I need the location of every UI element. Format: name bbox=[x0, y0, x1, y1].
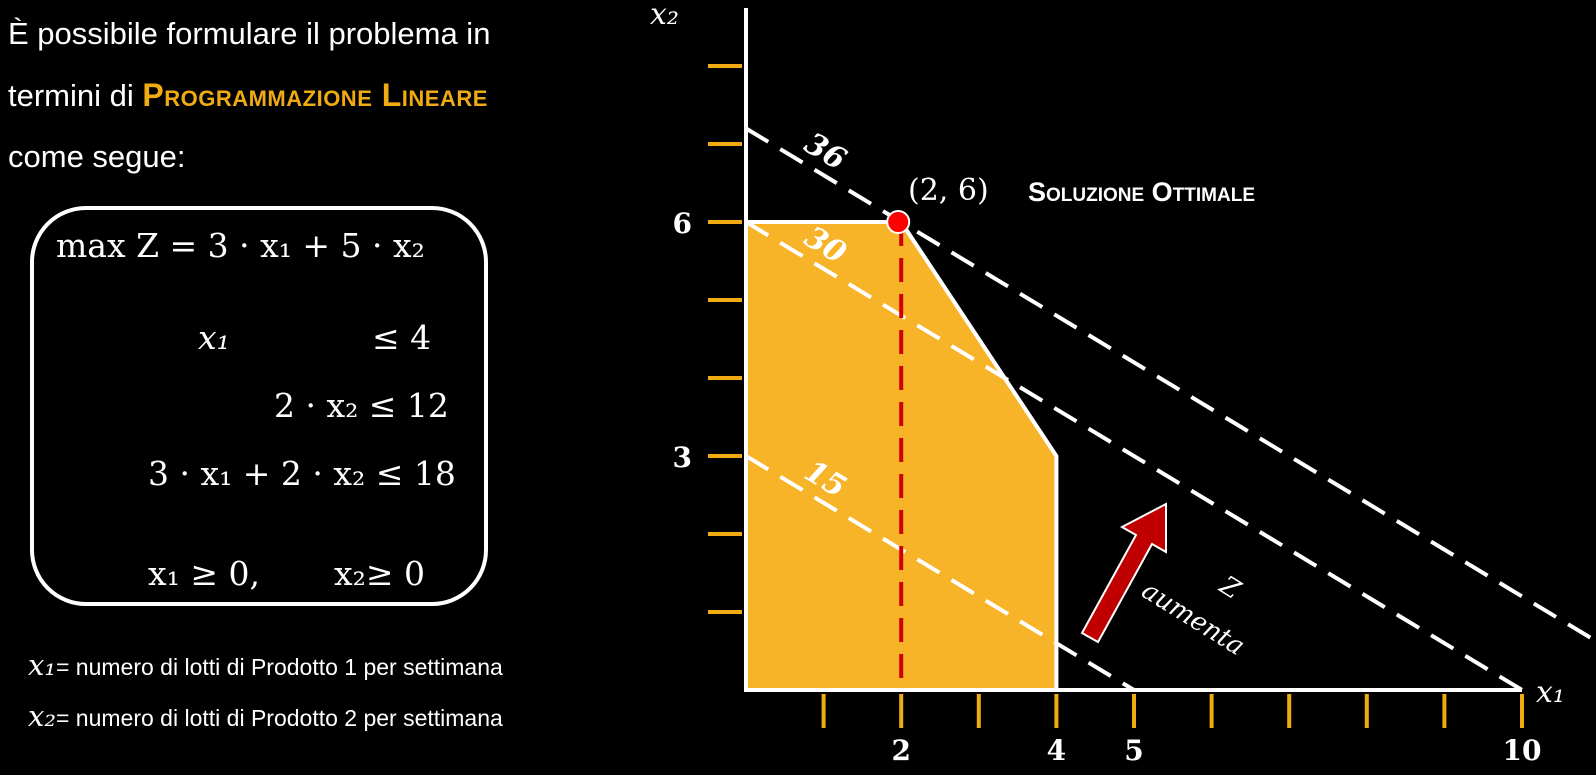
iso-profit-label: 36 bbox=[798, 126, 852, 178]
nonnegativity-x2: x₂≥ 0 bbox=[334, 554, 425, 593]
y-tick-label: 6 bbox=[673, 207, 692, 240]
constraint-3: 3 · x₁ + 2 · x₂ ≤ 18 bbox=[148, 454, 456, 493]
iso-profit-line-30 bbox=[748, 220, 1524, 692]
constraint-2: 2 · x₂ ≤ 12 bbox=[274, 386, 449, 425]
x-tick-label: 5 bbox=[1124, 734, 1143, 767]
constraint-1-lhs-var: x₁ bbox=[198, 318, 230, 357]
z-label: Z bbox=[1213, 570, 1246, 606]
y-axis-label: x₂ bbox=[650, 0, 679, 32]
nonnegativity-x1: x₁ ≥ 0, bbox=[148, 554, 260, 593]
legend-x2-variable: x₂ bbox=[28, 699, 56, 733]
intro-line-2-prefix: termini di bbox=[8, 78, 143, 113]
legend-x1: x₁= numero di lotti di Prodotto 1 per se… bbox=[28, 648, 503, 682]
intro-line-3: come segue: bbox=[8, 139, 186, 174]
intro-line-2: termini di Programmazione Lineare bbox=[8, 77, 488, 113]
intro-line-1: È possibile formulare il problema in bbox=[8, 16, 491, 51]
x-tick-label: 4 bbox=[1047, 734, 1066, 767]
objective-function: max Z = 3 · x₁ + 5 · x₂ bbox=[56, 226, 425, 265]
legend-x1-variable: x₁ bbox=[28, 648, 56, 682]
z-increase-arrow bbox=[1080, 502, 1167, 644]
optimum-label: (2, 6) bbox=[908, 173, 989, 208]
model-box bbox=[30, 206, 488, 606]
legend-x2: x₂= numero di lotti di Prodotto 2 per se… bbox=[28, 699, 503, 733]
iso-profit-line-15 bbox=[748, 454, 1136, 692]
legend-x1-description: = numero di lotti di Prodotto 1 per sett… bbox=[55, 654, 503, 680]
constraint-1-lhs: x₁ bbox=[198, 318, 230, 357]
legend-x2-description: = numero di lotti di Prodotto 2 per sett… bbox=[55, 705, 503, 731]
x-tick-label: 2 bbox=[891, 734, 910, 767]
x-tick-label: 10 bbox=[1503, 734, 1542, 767]
highlight-linear-programming: Programmazione Lineare bbox=[142, 77, 488, 113]
optimal-point bbox=[886, 210, 911, 234]
y-tick-label: 3 bbox=[673, 441, 692, 474]
constraint-1-rhs: ≤ 4 bbox=[372, 318, 432, 357]
x-axis-label: x₁ bbox=[1536, 675, 1565, 710]
optimum-title: Soluzione Ottimale bbox=[1028, 177, 1255, 207]
